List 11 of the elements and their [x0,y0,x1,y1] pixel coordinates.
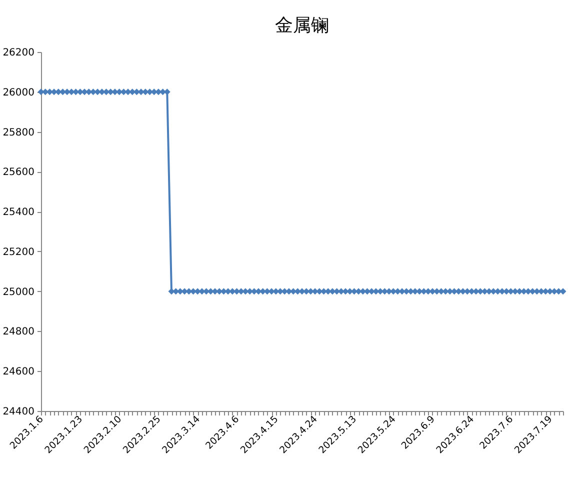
y-tick-label: 24400 [2,406,34,418]
chart-title: 金属镧 [275,15,329,36]
y-tick-label: 24600 [2,366,34,378]
y-tick-label: 25600 [2,167,34,178]
y-tick-label: 25200 [2,246,34,258]
y-tick-label: 26200 [2,48,34,58]
y-tick-label: 25400 [2,207,34,218]
y-tick-label: 25800 [2,127,34,138]
y-tick-label: 26000 [2,87,34,98]
y-tick-label: 24800 [2,326,34,338]
y-tick-label: 25000 [2,286,34,298]
